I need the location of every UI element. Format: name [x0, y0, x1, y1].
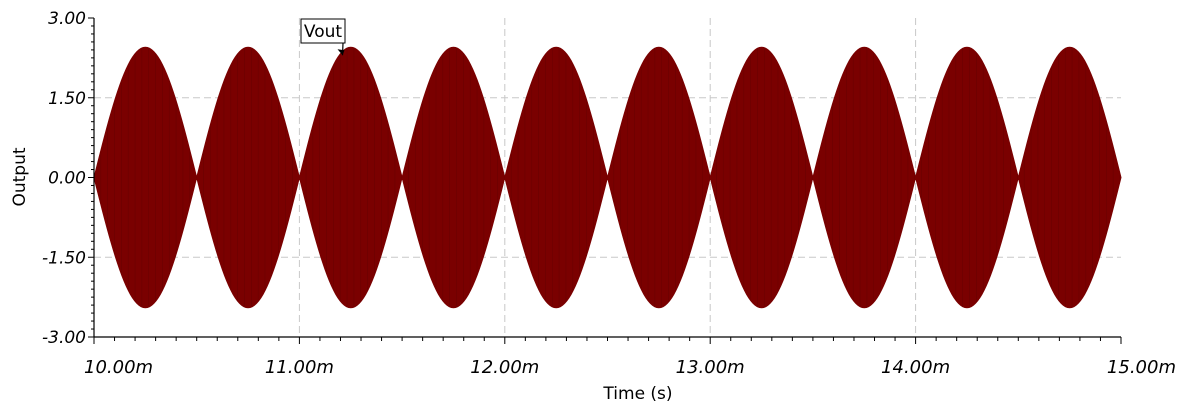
x-axis-title: Time (s) [602, 384, 672, 404]
y-tick-label: -3.00 [42, 328, 86, 348]
x-tick-label: 10.00m [84, 357, 153, 378]
x-tick-label: 12.00m [470, 357, 539, 378]
y-axis-title: Output [10, 147, 30, 206]
vout-pointer-arrowhead [337, 49, 345, 56]
vout-label: Vout [304, 22, 342, 42]
annotations: Vout [300, 18, 346, 56]
vout-label-box [300, 18, 346, 44]
y-tick-label: -1.50 [42, 248, 86, 268]
axes [88, 17, 1122, 344]
y-tick-label: 1.50 [48, 89, 86, 109]
x-tick-label: 14.00m [881, 357, 950, 378]
tick-labels: 3.00 1.50 0.00 -1.50 -3.00 10.00m 11.00m 12.00m… [42, 9, 1176, 378]
x-tick-label: 13.00m [676, 357, 745, 378]
x-tick-label: 11.00m [265, 357, 334, 378]
vout-trace [93, 46, 1122, 309]
x-tick-label: 15.00m [1107, 357, 1176, 378]
y-tick-label: 3.00 [48, 9, 86, 29]
plot-area [93, 46, 1122, 309]
trace-carrier-lines [94, 47, 1121, 308]
y-tick-label: 0.00 [48, 169, 86, 189]
